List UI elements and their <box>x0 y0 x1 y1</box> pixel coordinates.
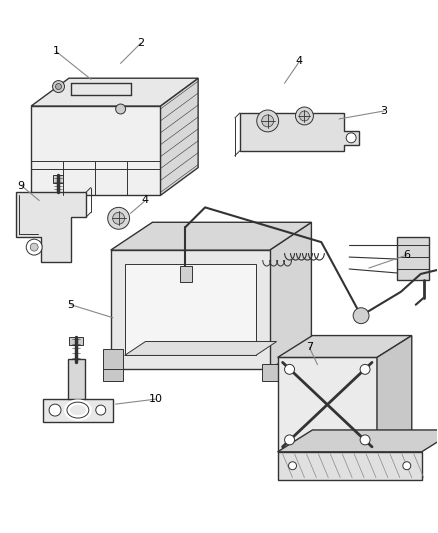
Polygon shape <box>43 399 113 422</box>
Polygon shape <box>278 336 412 358</box>
Text: 2: 2 <box>137 38 144 49</box>
Circle shape <box>285 365 294 374</box>
Circle shape <box>262 115 274 127</box>
Circle shape <box>360 435 370 445</box>
Circle shape <box>49 404 61 416</box>
Circle shape <box>403 462 411 470</box>
Polygon shape <box>31 78 198 106</box>
Circle shape <box>116 104 126 114</box>
Polygon shape <box>278 452 422 480</box>
Circle shape <box>53 80 64 93</box>
Circle shape <box>300 111 309 121</box>
Circle shape <box>346 133 356 143</box>
Polygon shape <box>270 222 311 369</box>
Bar <box>180 266 192 282</box>
Polygon shape <box>278 358 377 452</box>
Polygon shape <box>278 430 438 452</box>
Circle shape <box>56 84 61 90</box>
Circle shape <box>296 107 314 125</box>
Text: 5: 5 <box>67 300 74 310</box>
Text: 9: 9 <box>18 181 25 190</box>
Polygon shape <box>68 359 85 399</box>
Circle shape <box>30 243 38 251</box>
Polygon shape <box>111 222 311 250</box>
Polygon shape <box>103 350 123 381</box>
Text: 4: 4 <box>296 56 303 66</box>
Text: 6: 6 <box>403 250 410 260</box>
Polygon shape <box>53 175 63 182</box>
Text: 4: 4 <box>142 196 149 205</box>
Polygon shape <box>31 106 160 196</box>
Text: 1: 1 <box>53 46 60 56</box>
Circle shape <box>26 239 42 255</box>
Circle shape <box>108 207 130 229</box>
Polygon shape <box>397 237 429 280</box>
Circle shape <box>113 212 124 224</box>
Polygon shape <box>124 264 256 356</box>
Polygon shape <box>16 192 86 262</box>
Text: 10: 10 <box>148 394 162 404</box>
Circle shape <box>285 435 294 445</box>
Polygon shape <box>69 336 83 344</box>
Circle shape <box>289 462 297 470</box>
Polygon shape <box>377 336 412 452</box>
Text: 7: 7 <box>306 343 313 352</box>
Polygon shape <box>240 113 359 151</box>
Polygon shape <box>124 342 277 356</box>
Polygon shape <box>111 250 270 369</box>
Polygon shape <box>262 365 278 381</box>
Polygon shape <box>160 78 198 196</box>
Circle shape <box>96 405 106 415</box>
Circle shape <box>257 110 279 132</box>
Text: 3: 3 <box>381 106 388 116</box>
Circle shape <box>353 308 369 324</box>
Circle shape <box>360 365 370 374</box>
